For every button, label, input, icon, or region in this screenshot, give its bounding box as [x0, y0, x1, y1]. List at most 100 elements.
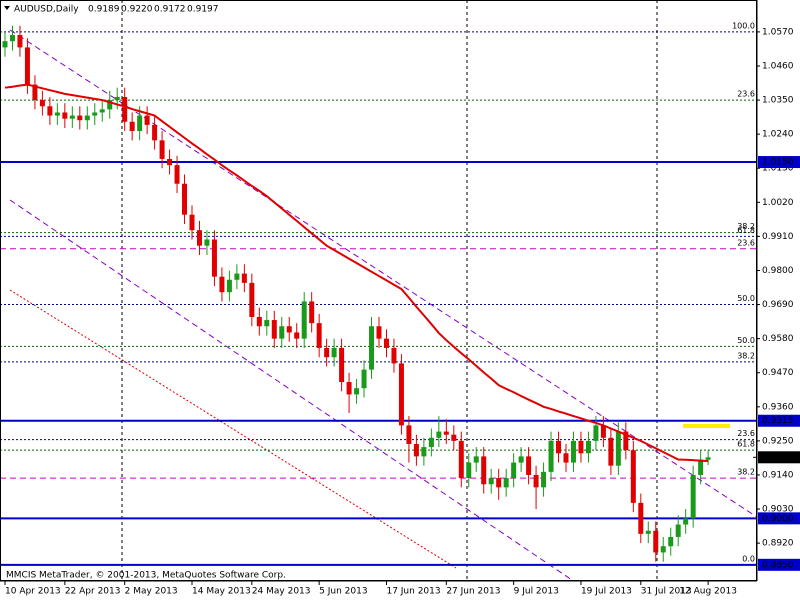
candle-body — [339, 347, 345, 383]
candle-body — [638, 502, 644, 534]
y-tick-label: 1.0130 — [762, 164, 794, 174]
candle-body — [398, 363, 404, 426]
candle-body — [122, 96, 128, 122]
menu-arrow[interactable] — [4, 6, 10, 10]
x-tick-label: 2 May 2013 — [125, 587, 178, 597]
candle-body — [129, 121, 135, 132]
candle-body — [675, 524, 681, 537]
x-tick-label: 22 Apr 2013 — [65, 587, 121, 597]
plot-frame — [0, 0, 757, 581]
candle-body — [47, 106, 53, 116]
candle-body — [271, 320, 277, 339]
candle-body — [466, 462, 472, 479]
x-tick-label: 14 May 2013 — [192, 587, 251, 597]
candle-body — [526, 456, 532, 475]
x-tick-label: 12 Aug 2013 — [679, 587, 737, 597]
candle-body — [159, 140, 165, 159]
x-tick-label: 19 Jul 2013 — [581, 587, 632, 597]
candle-body — [645, 530, 651, 534]
candle-body — [518, 456, 524, 463]
fib-label: 23.6 — [737, 90, 755, 99]
trend-line — [9, 29, 758, 518]
candle-body — [144, 115, 150, 125]
y-tick-label: 1.0570 — [762, 27, 794, 37]
candle-body — [556, 440, 562, 454]
candle-body — [660, 546, 666, 553]
fib-label: 38.2 — [737, 351, 755, 360]
candle-body — [99, 109, 105, 113]
y-tick-label: 0.9910 — [762, 232, 794, 242]
trend-line — [9, 199, 573, 581]
level-box — [758, 414, 800, 427]
candle-body — [241, 273, 247, 283]
fib-label: 50.0 — [737, 294, 755, 303]
candle-body — [316, 323, 322, 348]
candle-body — [563, 453, 569, 463]
candle-body — [361, 369, 367, 389]
y-tick-label: 0.9360 — [762, 402, 794, 412]
candle-body — [488, 478, 494, 485]
candle-body — [69, 115, 75, 119]
x-tick-label: 5 Jun 2013 — [319, 587, 367, 597]
candle-body — [451, 434, 457, 441]
fib-label: 61.8 — [737, 440, 755, 449]
candle-body — [496, 478, 502, 488]
ohlc-high: 0.9220 — [121, 5, 153, 15]
candle-body — [331, 347, 337, 358]
x-tick-label: 31 Jul 2013 — [641, 587, 692, 597]
candle-body — [77, 115, 83, 121]
candle-body — [211, 239, 217, 277]
ohlc-close: 0.9197 — [187, 5, 219, 15]
candle-body — [174, 165, 180, 184]
candle-body — [473, 456, 479, 463]
candle-body — [683, 518, 689, 525]
fib-label: 38.2 — [737, 222, 755, 231]
y-tick-label: 1.0460 — [762, 61, 794, 71]
y-tick-label: 1.0350 — [762, 96, 794, 106]
candle-body — [481, 456, 487, 485]
candle-body — [369, 326, 375, 370]
candle-body — [376, 326, 382, 339]
candle-body — [585, 440, 591, 454]
candle-body — [511, 462, 517, 479]
y-tick-label: 0.9690 — [762, 300, 794, 310]
candle-body — [256, 316, 262, 327]
level-label: 0.9315 — [762, 416, 794, 426]
candle-body — [428, 437, 434, 448]
fib-label: 100.0 — [732, 21, 755, 30]
candle-body — [698, 459, 704, 475]
candle-body — [234, 273, 240, 280]
candle-body — [279, 326, 285, 339]
candle-body — [503, 478, 509, 488]
candle-body — [458, 440, 464, 479]
candle-body — [9, 35, 15, 42]
candle-body — [137, 115, 143, 132]
candle-body — [196, 230, 202, 246]
candle-body — [436, 431, 442, 438]
candle-body — [690, 474, 696, 519]
fib-label: 23.6 — [737, 429, 755, 438]
level-label: 0.8850 — [762, 560, 794, 570]
candle-body — [294, 332, 300, 339]
candle-body — [84, 115, 90, 121]
candle-body — [39, 100, 45, 107]
y-tick-label: 1.0240 — [762, 130, 794, 140]
y-tick-label: 0.9580 — [762, 334, 794, 344]
candle-body — [309, 301, 315, 324]
candle-body — [608, 437, 614, 466]
candle-body — [533, 474, 539, 488]
chart-title: AUDUSD,Daily — [14, 5, 79, 15]
y-tick-label: 0.9250 — [762, 436, 794, 446]
candle-body — [32, 84, 38, 101]
candle-body — [705, 457, 711, 460]
moving-average — [4, 83, 709, 463]
candle-body — [578, 440, 584, 454]
level-box — [758, 512, 800, 525]
fib-label: 61.8 — [737, 226, 755, 235]
candle-body — [107, 100, 113, 110]
candle-body — [653, 530, 659, 553]
candle-body — [346, 382, 352, 395]
candle-body — [391, 347, 397, 364]
